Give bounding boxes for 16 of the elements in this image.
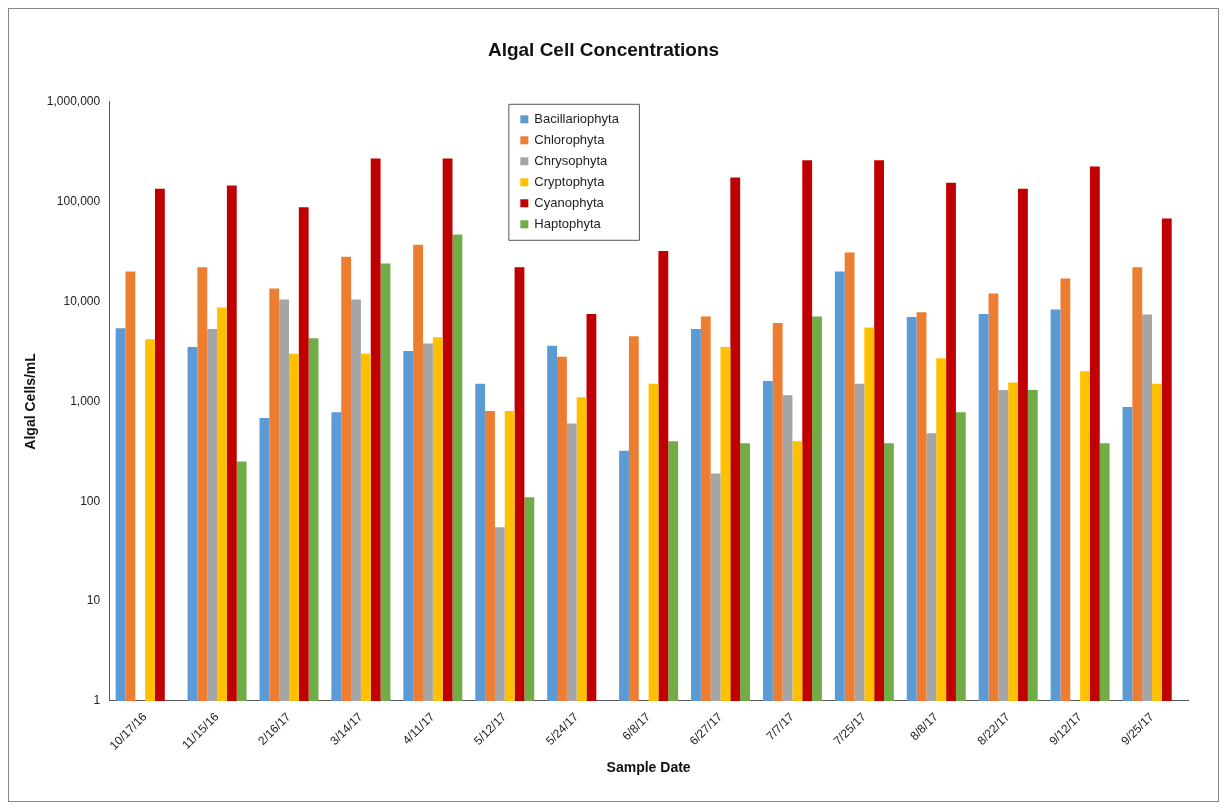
y-tick-label: 100,000 xyxy=(56,193,101,208)
y-tick-label: 100 xyxy=(80,493,101,508)
legend-label: Bacillariophyta xyxy=(534,110,620,126)
y-tick-label: 1,000,000 xyxy=(46,94,101,109)
y-axis-title: Algal Cells/mL xyxy=(22,352,39,450)
legend-label: Cyanophyta xyxy=(534,194,605,210)
legend-label: Haptophyta xyxy=(534,215,602,231)
legend-label: Chrysophyta xyxy=(534,152,609,168)
y-tick-label: 1,000 xyxy=(70,393,101,408)
legend-label: Cryptophyta xyxy=(534,173,606,189)
y-tick-label: 1 xyxy=(93,693,101,708)
y-tick-label: 10,000 xyxy=(63,293,101,308)
chart-title: Algal Cell Concentrations xyxy=(487,38,720,60)
x-axis-title: Sample Date xyxy=(606,759,691,776)
legend-label: Chlorophyta xyxy=(534,131,606,147)
y-tick-label: 10 xyxy=(86,593,101,608)
